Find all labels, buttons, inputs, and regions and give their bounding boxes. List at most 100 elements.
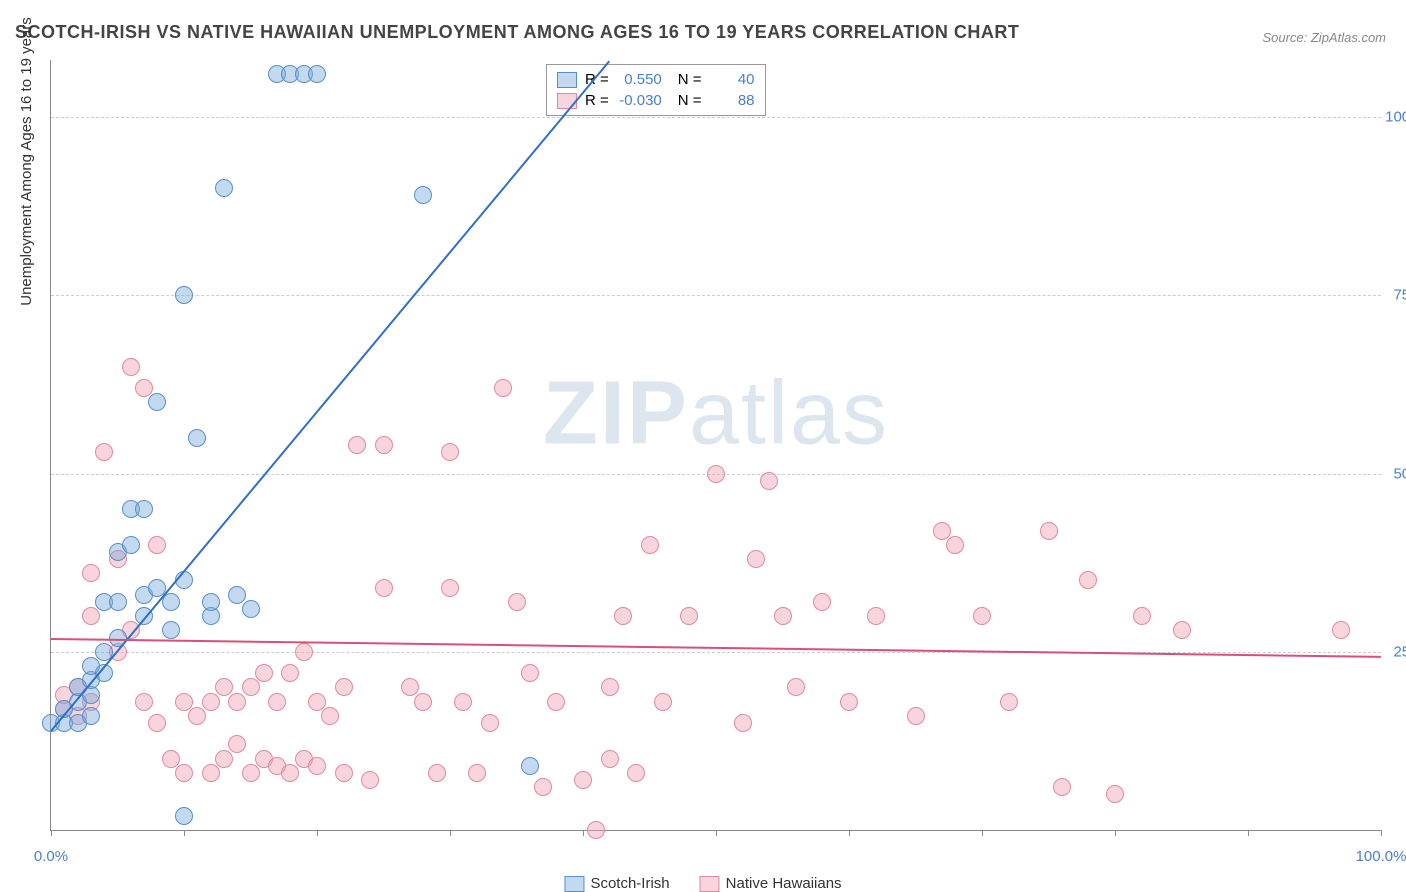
data-point [414, 186, 432, 204]
data-point [135, 693, 153, 711]
data-point [508, 593, 526, 611]
source-label: Source: ZipAtlas.com [1262, 30, 1386, 45]
data-point [428, 764, 446, 782]
stats-n-value: 40 [710, 71, 755, 88]
xtick-mark [184, 830, 185, 836]
data-point [774, 607, 792, 625]
data-point [867, 607, 885, 625]
data-point [148, 714, 166, 732]
data-point [242, 678, 260, 696]
data-point [335, 678, 353, 696]
data-point [1133, 607, 1151, 625]
data-point [680, 607, 698, 625]
data-point [574, 771, 592, 789]
data-point [707, 465, 725, 483]
data-point [787, 678, 805, 696]
legend-label: Native Hawaiians [726, 875, 842, 892]
trend-line [50, 60, 610, 731]
ytick-label: 75.0% [1393, 287, 1406, 304]
data-point [547, 693, 565, 711]
data-point [840, 693, 858, 711]
legend-item: Scotch-Irish [564, 875, 669, 892]
data-point [188, 429, 206, 447]
stats-swatch [557, 72, 577, 88]
data-point [521, 664, 539, 682]
data-point [734, 714, 752, 732]
data-point [308, 757, 326, 775]
data-point [375, 579, 393, 597]
xtick-mark [849, 830, 850, 836]
data-point [281, 764, 299, 782]
legend-swatch [564, 876, 584, 892]
legend-item: Native Hawaiians [700, 875, 842, 892]
data-point [468, 764, 486, 782]
data-point [215, 678, 233, 696]
trend-line [51, 638, 1381, 658]
data-point [747, 550, 765, 568]
data-point [242, 600, 260, 618]
data-point [760, 472, 778, 490]
data-point [587, 821, 605, 839]
data-point [82, 707, 100, 725]
data-point [82, 607, 100, 625]
data-point [614, 607, 632, 625]
data-point [441, 443, 459, 461]
data-point [601, 678, 619, 696]
data-point [175, 693, 193, 711]
data-point [82, 564, 100, 582]
data-point [1079, 571, 1097, 589]
data-point [401, 678, 419, 696]
data-point [1000, 693, 1018, 711]
data-point [215, 750, 233, 768]
ytick-label: 50.0% [1393, 465, 1406, 482]
data-point [281, 664, 299, 682]
data-point [188, 707, 206, 725]
xtick-label-left: 0.0% [34, 848, 68, 865]
xtick-mark [1248, 830, 1249, 836]
xtick-mark [51, 830, 52, 836]
data-point [1053, 778, 1071, 796]
watermark: ZIPatlas [543, 363, 889, 466]
ytick-label: 100.0% [1385, 109, 1406, 126]
ytick-label: 25.0% [1393, 643, 1406, 660]
data-point [946, 536, 964, 554]
data-point [1332, 621, 1350, 639]
data-point [162, 621, 180, 639]
data-point [109, 593, 127, 611]
y-axis-label: Unemployment Among Ages 16 to 19 years [18, 17, 35, 306]
data-point [494, 379, 512, 397]
data-point [641, 536, 659, 554]
data-point [813, 593, 831, 611]
data-point [228, 586, 246, 604]
data-point [255, 664, 273, 682]
data-point [907, 707, 925, 725]
xtick-label-right: 100.0% [1356, 848, 1406, 865]
data-point [441, 579, 459, 597]
data-point [1040, 522, 1058, 540]
data-point [202, 764, 220, 782]
data-point [414, 693, 432, 711]
data-point [295, 643, 313, 661]
data-point [348, 436, 366, 454]
data-point [175, 807, 193, 825]
data-point [135, 500, 153, 518]
stats-box: R =0.550N =40R =-0.030N =88 [546, 64, 766, 116]
stats-r-label: R = [585, 92, 609, 109]
legend: Scotch-Irish Native Hawaiians [564, 875, 841, 892]
data-point [973, 607, 991, 625]
data-point [601, 750, 619, 768]
data-point [122, 358, 140, 376]
chart-title: SCOTCH-IRISH VS NATIVE HAWAIIAN UNEMPLOY… [15, 22, 1019, 43]
data-point [228, 735, 246, 753]
data-point [228, 693, 246, 711]
data-point [321, 707, 339, 725]
data-point [1106, 785, 1124, 803]
data-point [162, 750, 180, 768]
stats-row: R =-0.030N =88 [557, 90, 755, 111]
data-point [454, 693, 472, 711]
xtick-mark [583, 830, 584, 836]
data-point [521, 757, 539, 775]
data-point [308, 65, 326, 83]
data-point [202, 593, 220, 611]
legend-label: Scotch-Irish [590, 875, 669, 892]
